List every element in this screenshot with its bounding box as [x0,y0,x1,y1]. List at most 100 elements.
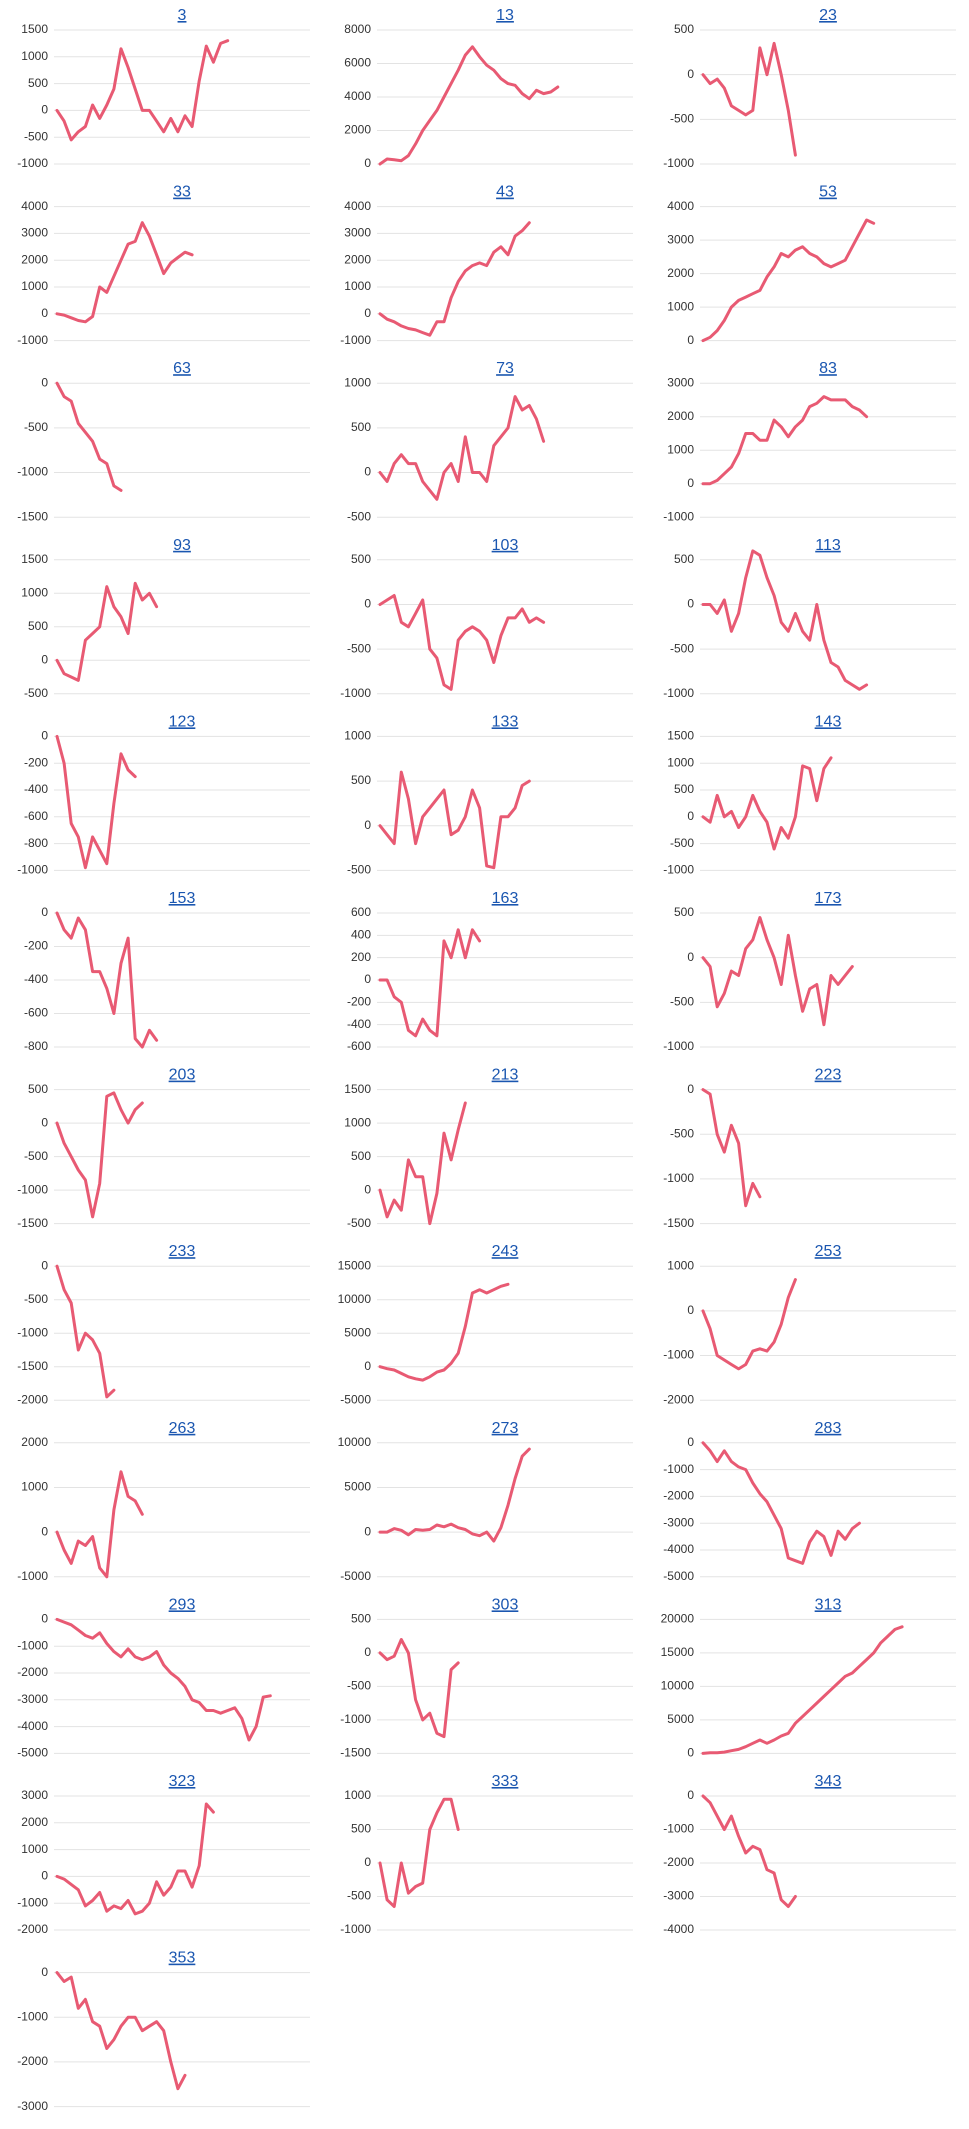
chart-title[interactable]: 323 [169,1773,196,1790]
y-tick-label: -5000 [340,1392,371,1406]
chart-title[interactable]: 3 [178,7,187,24]
y-tick-label: 4000 [21,199,48,213]
chart-title[interactable]: 313 [815,1596,842,1613]
line-chart: 23 -1000 -500 0 500 [663,7,956,170]
chart-title[interactable]: 53 [819,184,837,201]
y-tick-label: -600 [347,1039,371,1053]
chart-title[interactable]: 133 [492,713,519,730]
y-tick-label: 500 [674,905,694,919]
y-tick-label: -3000 [17,1692,48,1706]
chart-title[interactable]: 33 [173,184,191,201]
chart-title[interactable]: 353 [169,1950,196,1967]
chart-title[interactable]: 233 [169,1243,196,1260]
chart-title[interactable]: 173 [815,890,842,907]
y-tick-label: 500 [28,619,48,633]
chart-title[interactable]: 163 [492,890,519,907]
y-tick-label: -3000 [17,2099,48,2113]
chart-title[interactable]: 143 [815,713,842,730]
data-line [55,911,159,1049]
data-line [55,581,159,682]
y-tick-label: 0 [687,597,694,611]
chart-title[interactable]: 43 [496,184,514,201]
y-tick-label: -1500 [17,509,48,523]
y-tick-label: 0 [364,306,371,320]
chart-title[interactable]: 253 [815,1243,842,1260]
y-tick-label: 1000 [344,1115,371,1129]
y-tick-label: 1000 [21,1480,48,1494]
y-tick-label: -500 [24,1292,48,1306]
chart-title[interactable]: 223 [815,1067,842,1084]
y-tick-label: -500 [24,420,48,434]
line-chart: 173 -1000 -500 0 500 [663,890,956,1053]
y-tick-label: -1000 [17,1182,48,1196]
chart-title[interactable]: 83 [819,360,837,377]
data-line [55,381,123,492]
y-tick-label: -1000 [17,156,48,170]
y-tick-label: 2000 [21,1815,48,1829]
chart-title[interactable]: 73 [496,360,514,377]
y-tick-label: 0 [364,1182,371,1196]
y-tick-label: -200 [347,995,371,1009]
y-tick-label: 10000 [338,1435,372,1449]
line-chart: 153 -800 -600 -400 -200 0 [24,890,310,1053]
line-chart: 273 -5000 0 5000 10000 [338,1420,633,1583]
data-line [378,1447,531,1543]
y-tick-label: 2000 [21,1435,48,1449]
line-chart: 263 -1000 0 1000 2000 [17,1420,310,1583]
y-tick-label: 0 [687,1746,694,1760]
chart-title[interactable]: 63 [173,360,191,377]
y-tick-label: 0 [364,597,371,611]
chart-title[interactable]: 273 [492,1420,519,1437]
y-tick-label: 5000 [344,1480,371,1494]
chart-title[interactable]: 13 [496,7,514,24]
chart-title[interactable]: 103 [492,537,519,554]
y-tick-label: -1000 [17,863,48,877]
chart-title[interactable]: 203 [169,1067,196,1084]
y-tick-label: 0 [687,67,694,81]
chart-title[interactable]: 113 [815,537,841,554]
chart-title[interactable]: 213 [492,1067,519,1084]
chart-title[interactable]: 303 [492,1596,519,1613]
data-line [378,1797,460,1908]
chart-title[interactable]: 263 [169,1420,196,1437]
line-chart: 283 -5000 -4000 -3000 -2000 -1000 0 [663,1420,956,1583]
line-chart: 293 -5000 -4000 -3000 -2000 -1000 0 [17,1596,310,1760]
data-line [701,41,797,157]
chart-title[interactable]: 243 [492,1243,519,1260]
y-tick-label: 500 [674,782,694,796]
chart-title[interactable]: 343 [815,1773,842,1790]
y-tick-label: 0 [364,1359,371,1373]
y-tick-label: 500 [351,1822,371,1836]
chart-title[interactable]: 283 [815,1420,842,1437]
line-chart: 33 -1000 0 1000 2000 3000 4000 [17,184,310,347]
chart-title[interactable]: 153 [169,890,196,907]
y-tick-label: 4000 [344,199,371,213]
y-tick-label: -800 [24,1039,48,1053]
data-line [701,756,833,851]
y-tick-label: 400 [351,928,371,942]
y-tick-label: 3000 [667,232,694,246]
y-tick-label: 10000 [338,1292,372,1306]
data-line [701,1794,797,1908]
chart-title[interactable]: 293 [169,1596,196,1613]
y-tick-label: 0 [687,1082,694,1096]
y-tick-label: 0 [41,1965,48,1979]
data-line [55,1091,144,1219]
line-chart: 3 -1000 -500 0 500 1000 1500 [17,7,310,170]
y-tick-label: -500 [24,686,48,700]
y-tick-label: 15000 [338,1258,372,1272]
line-chart: 93 -500 0 500 1000 1500 [21,537,310,700]
y-tick-label: 2000 [344,252,371,266]
y-tick-label: 0 [41,375,48,389]
y-tick-label: -1000 [340,686,371,700]
y-tick-label: 1000 [21,1842,48,1856]
data-line [701,1441,861,1565]
y-tick-label: 3000 [667,375,694,389]
chart-title[interactable]: 93 [173,537,191,554]
chart-title[interactable]: 23 [819,7,837,24]
chart-title[interactable]: 123 [169,713,196,730]
y-tick-label: -1000 [663,1039,694,1053]
y-tick-label: -2000 [17,1665,48,1679]
y-tick-label: 15000 [661,1645,695,1659]
chart-title[interactable]: 333 [492,1773,519,1790]
